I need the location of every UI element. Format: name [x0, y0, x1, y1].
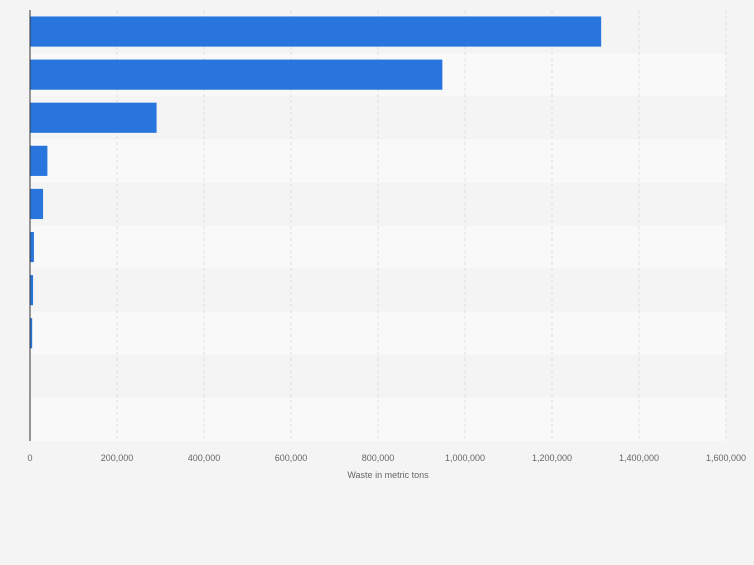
x-tick-label: 1,000,000: [445, 453, 485, 463]
x-axis-ticks: 0 200,000 400,000 600,000 800,000 1,000,000 1,…: [27, 453, 746, 463]
bar: [30, 318, 33, 349]
bars: [30, 16, 602, 349]
x-tick-label: 800,000: [362, 453, 395, 463]
x-axis-label: Waste in metric tons: [347, 470, 429, 480]
x-tick-label: 0: [27, 453, 32, 463]
x-tick-label: 400,000: [188, 453, 221, 463]
bar: [30, 275, 34, 306]
bar: [30, 188, 44, 220]
x-tick-label: 1,200,000: [532, 453, 572, 463]
x-tick-label: 200,000: [101, 453, 134, 463]
bar: [30, 231, 34, 263]
x-tick-label: 600,000: [275, 453, 308, 463]
x-tick-label: 1,400,000: [619, 453, 659, 463]
x-tick-label: 1,600,000: [706, 453, 746, 463]
bar: [30, 59, 443, 90]
bar: [30, 102, 157, 133]
bar: [30, 16, 602, 47]
bar: [30, 145, 48, 176]
